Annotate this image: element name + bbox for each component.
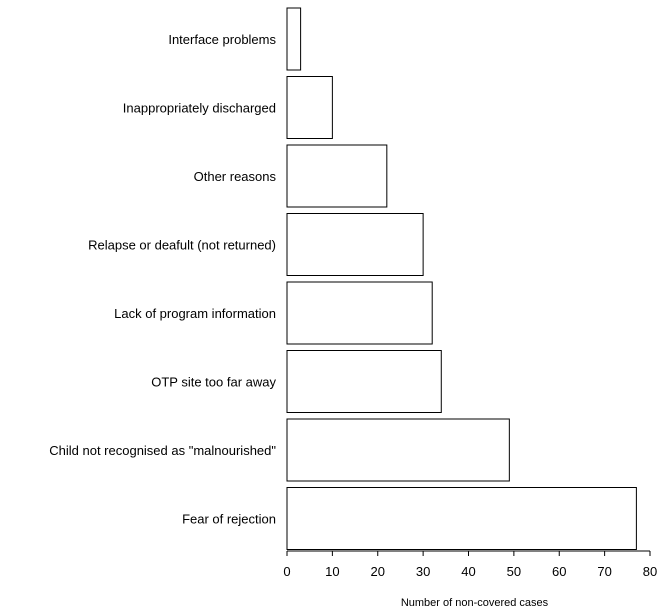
x-tick-label-2: 20 <box>371 564 385 579</box>
bar-5 <box>286 350 442 413</box>
bar-6 <box>286 418 510 482</box>
x-axis-title: Number of non-covered cases <box>401 597 549 609</box>
category-labels-group: Interface problems Inappropriately discha… <box>49 32 276 527</box>
bar-1 <box>286 76 333 139</box>
x-tick-label-3: 30 <box>416 564 430 579</box>
category-label-2: Other reasons <box>194 169 277 184</box>
category-label-7: Fear of rejection <box>182 512 276 527</box>
bar-0 <box>286 7 302 71</box>
category-label-6: Child not recognised as "malnourished" <box>49 443 276 458</box>
x-tick-label-4: 40 <box>461 564 475 579</box>
x-ticks-group: 0 10 20 30 40 50 60 70 80 <box>283 551 657 579</box>
x-tick-label-1: 10 <box>325 564 339 579</box>
category-label-3: Relapse or deafult (not returned) <box>88 238 276 253</box>
x-tick-label-0: 0 <box>283 564 290 579</box>
category-label-0: Interface problems <box>168 32 276 47</box>
bar-2 <box>286 144 388 208</box>
bar-4 <box>286 281 433 345</box>
category-label-4: Lack of program information <box>114 306 276 321</box>
x-tick-label-6: 60 <box>552 564 566 579</box>
bar-3 <box>286 213 424 276</box>
category-label-1: Inappropriately discharged <box>123 101 276 116</box>
x-tick-label-8: 80 <box>643 564 657 579</box>
bars-group <box>286 7 637 550</box>
category-label-5: OTP site too far away <box>151 375 276 390</box>
bar-7 <box>286 487 637 550</box>
x-tick-label-5: 50 <box>507 564 521 579</box>
x-tick-label-7: 70 <box>597 564 611 579</box>
